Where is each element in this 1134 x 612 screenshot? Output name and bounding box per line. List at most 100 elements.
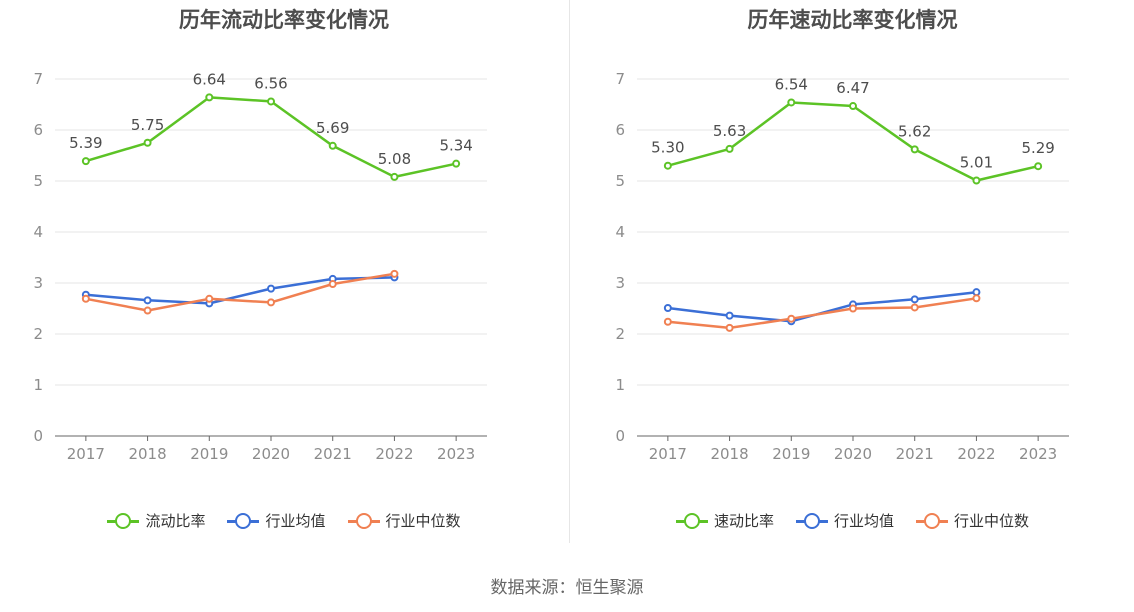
legend-label: 速动比率	[713, 512, 774, 530]
data-label: 6.47	[836, 79, 869, 97]
y-tick-label: 5	[615, 172, 625, 190]
x-tick-label: 2020	[252, 445, 290, 463]
quick-ratio-chart: 历年速动比率变化情况 0 1 2 3 4 5 6 7 2017 2018 2019 2020 2021 2…	[571, 0, 1134, 545]
data-label: 5.69	[316, 119, 349, 137]
x-tick-label: 2022	[957, 445, 995, 463]
data-point	[663, 161, 672, 170]
legend-label: 行业中位数	[954, 512, 1030, 530]
series-line	[667, 297, 977, 330]
data-point	[205, 93, 214, 102]
legend-marker-average	[795, 512, 828, 529]
x-tick-label: 2017	[67, 445, 105, 463]
y-tick-label: 2	[615, 325, 625, 343]
y-tick-label: 7	[33, 70, 43, 88]
x-tick-label: 2018	[710, 445, 748, 463]
data-point	[663, 303, 672, 312]
quick-ratio-plot: 0 1 2 3 4 5 6 7 2017 2018 2019 2020 2021 2022 2023 5.30…	[615, 70, 1069, 463]
y-tick-label: 4	[615, 223, 625, 241]
legend-label: 流动比率	[145, 512, 206, 530]
legend-item-industry-median[interactable]: 行业中位数	[916, 510, 1029, 531]
y-tick-label: 1	[615, 376, 625, 394]
data-label: 5.30	[651, 139, 684, 157]
legend-label: 行业均值	[833, 512, 894, 530]
chart-title: 历年流动比率变化情况	[179, 8, 389, 32]
data-point	[143, 138, 152, 147]
legend-item-industry-median[interactable]: 行业中位数	[347, 510, 461, 531]
data-point	[143, 296, 152, 305]
y-tick-label: 1	[33, 376, 43, 394]
data-point	[267, 284, 275, 293]
legend-marker-median	[916, 512, 948, 529]
data-label: 6.56	[254, 74, 287, 92]
data-point	[143, 306, 152, 315]
series-line	[667, 290, 977, 323]
data-point	[663, 317, 672, 326]
data-label: 5.34	[439, 137, 472, 155]
chart-legend: 速动比率 行业均值 行业中位数	[571, 510, 1134, 531]
x-tick-label: 2017	[649, 445, 687, 463]
y-tick-label: 7	[615, 70, 625, 88]
x-tick-label: 2019	[190, 445, 228, 463]
y-tick-label: 3	[615, 274, 625, 292]
legend-marker-average	[227, 512, 260, 529]
current-ratio-plot: 0 1 2 3 4 5 6 7 2017 2018 2019 2020 2021 2022 2023 5.39…	[33, 70, 487, 463]
legend-marker-median	[347, 512, 380, 529]
data-point	[972, 288, 981, 297]
legend-item-industry-average[interactable]: 行业均值	[227, 510, 326, 531]
y-tick-label: 2	[33, 325, 43, 343]
x-tick-label: 2021	[314, 445, 352, 463]
data-point	[972, 294, 981, 303]
x-tick-label: 2023	[437, 445, 475, 463]
data-label: 5.01	[960, 153, 993, 171]
data-source-note: 数据来源：恒生聚源	[490, 578, 644, 598]
legend-item-industry-average[interactable]: 行业均值	[795, 510, 894, 531]
data-label: 5.08	[378, 150, 411, 168]
y-tick-label: 3	[33, 274, 43, 292]
data-label: 5.75	[131, 116, 164, 134]
y-tick-label: 5	[33, 172, 43, 190]
data-point	[81, 157, 90, 166]
data-point	[972, 176, 981, 185]
data-point	[910, 295, 919, 304]
legend-item-quick-ratio[interactable]: 速动比率	[675, 510, 774, 531]
data-point	[910, 145, 919, 154]
x-tick-label: 2019	[772, 445, 810, 463]
data-point	[1034, 162, 1043, 171]
data-label: 6.54	[775, 75, 808, 93]
series-line	[85, 276, 395, 305]
data-label: 5.62	[898, 122, 931, 140]
current-ratio-chart: 历年流动比率变化情况 0 1 2 3 4 5 6 7 2017 2018 2019 2020 2021 2…	[0, 0, 568, 545]
data-point	[787, 314, 796, 323]
data-point	[725, 144, 734, 153]
data-point	[849, 304, 857, 313]
legend-marker-main	[675, 512, 708, 529]
legend-label: 行业均值	[265, 512, 326, 530]
x-tick-label: 2022	[375, 445, 413, 463]
data-point	[390, 172, 399, 181]
y-tick-label: 0	[33, 427, 43, 445]
data-point	[328, 280, 337, 289]
data-point	[725, 311, 734, 320]
x-tick-label: 2018	[128, 445, 166, 463]
legend-label: 行业中位数	[385, 512, 461, 530]
x-tick-label: 2020	[834, 445, 872, 463]
data-point	[910, 303, 919, 312]
chart-title: 历年速动比率变化情况	[747, 8, 958, 32]
data-point	[452, 159, 461, 168]
y-tick-label: 6	[33, 121, 43, 139]
data-label: 5.39	[69, 134, 102, 152]
x-tick-label: 2023	[1019, 445, 1057, 463]
y-tick-label: 0	[615, 427, 625, 445]
legend-item-current-ratio[interactable]: 流动比率	[107, 510, 205, 531]
data-point	[81, 294, 90, 303]
data-label: 5.29	[1021, 139, 1054, 157]
data-point	[849, 102, 857, 111]
chart-legend: 流动比率 行业均值 行业中位数	[0, 510, 568, 531]
data-point	[267, 298, 275, 307]
x-tick-label: 2021	[896, 445, 934, 463]
series-line	[85, 272, 395, 312]
y-tick-label: 6	[615, 121, 625, 139]
data-point	[725, 323, 734, 332]
data-label: 5.63	[713, 122, 746, 140]
y-tick-label: 4	[33, 223, 43, 241]
